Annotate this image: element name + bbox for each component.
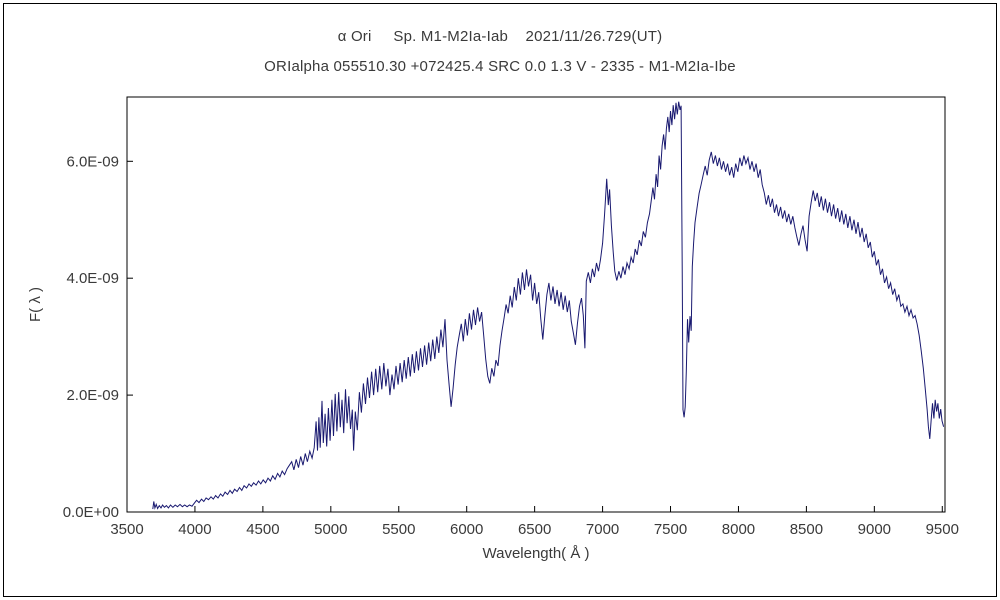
- x-tick-label: 9000: [858, 521, 891, 538]
- chart-subtitle: ORIalpha 055510.30 +072425.4 SRC 0.0 1.3…: [264, 58, 736, 75]
- y-tick-label: 2.0E-09: [66, 387, 119, 404]
- spectrum-line: [152, 101, 945, 510]
- x-tick-label: 3500: [110, 521, 143, 538]
- axis-box: [126, 96, 946, 513]
- x-tick-label: 6500: [518, 521, 551, 538]
- x-axis-label: Wavelength( Å ): [483, 545, 590, 562]
- y-axis-label: F( λ ): [27, 287, 44, 322]
- x-tick-label: 8500: [790, 521, 823, 538]
- x-tick-label: 5500: [382, 521, 415, 538]
- x-tick-label: 5000: [314, 521, 347, 538]
- x-tick-label: 4000: [178, 521, 211, 538]
- x-tick-label: 4500: [246, 521, 279, 538]
- y-tick-label: 4.0E-09: [66, 270, 119, 287]
- chart-frame: α Ori Sp. M1-M2Ia-Iab 2021/11/26.729(UT)…: [3, 3, 997, 597]
- x-tick-label: 7500: [654, 521, 687, 538]
- x-tick-label: 6000: [450, 521, 483, 538]
- chart-title: α Ori Sp. M1-M2Ia-Iab 2021/11/26.729(UT): [337, 28, 663, 45]
- x-tick-label: 8000: [722, 521, 755, 538]
- x-tick-label: 7000: [586, 521, 619, 538]
- y-tick-label: 6.0E-09: [66, 153, 119, 170]
- x-tick-label: 9500: [926, 521, 959, 538]
- y-tick-label: 0.0E+00: [63, 504, 119, 521]
